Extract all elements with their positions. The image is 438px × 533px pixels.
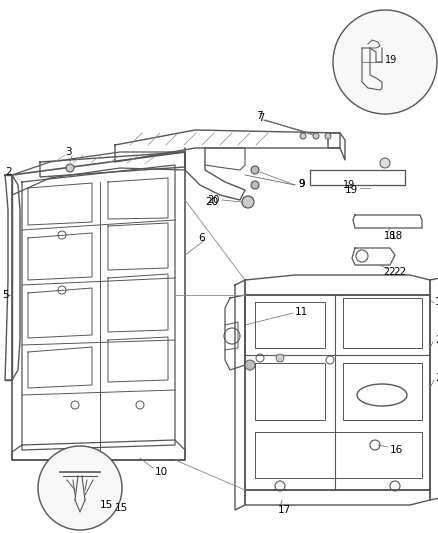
Text: 21: 21 [435, 373, 438, 383]
Text: 24: 24 [435, 335, 438, 345]
Text: 9: 9 [298, 179, 304, 189]
Text: 17: 17 [278, 505, 291, 515]
Text: 3: 3 [65, 147, 72, 157]
Circle shape [251, 166, 259, 174]
Text: 7: 7 [256, 111, 263, 121]
Text: 16: 16 [390, 445, 403, 455]
Text: 19: 19 [343, 180, 355, 190]
Text: 20: 20 [205, 197, 218, 207]
Circle shape [251, 181, 259, 189]
Circle shape [66, 164, 74, 172]
Text: 11: 11 [295, 307, 308, 317]
Circle shape [313, 133, 319, 139]
Text: 15: 15 [115, 503, 128, 513]
Text: 22: 22 [384, 267, 396, 277]
Text: 10: 10 [155, 467, 168, 477]
Text: 15: 15 [100, 500, 113, 510]
Circle shape [38, 446, 122, 530]
Text: 20: 20 [208, 195, 220, 205]
Text: 7: 7 [258, 113, 264, 123]
Circle shape [245, 360, 255, 370]
Text: 5: 5 [2, 290, 9, 300]
Circle shape [276, 354, 284, 362]
Circle shape [325, 133, 331, 139]
Text: 22: 22 [393, 267, 406, 277]
Text: 19: 19 [385, 55, 397, 65]
Text: 18: 18 [384, 231, 396, 241]
Text: 2: 2 [5, 167, 12, 177]
Text: 1: 1 [435, 297, 438, 307]
Circle shape [380, 158, 390, 168]
Circle shape [300, 133, 306, 139]
Text: 18: 18 [390, 231, 403, 241]
Text: 19: 19 [345, 185, 358, 195]
Circle shape [333, 10, 437, 114]
Text: 6: 6 [198, 233, 205, 243]
Circle shape [242, 196, 254, 208]
Text: 9: 9 [298, 179, 304, 189]
